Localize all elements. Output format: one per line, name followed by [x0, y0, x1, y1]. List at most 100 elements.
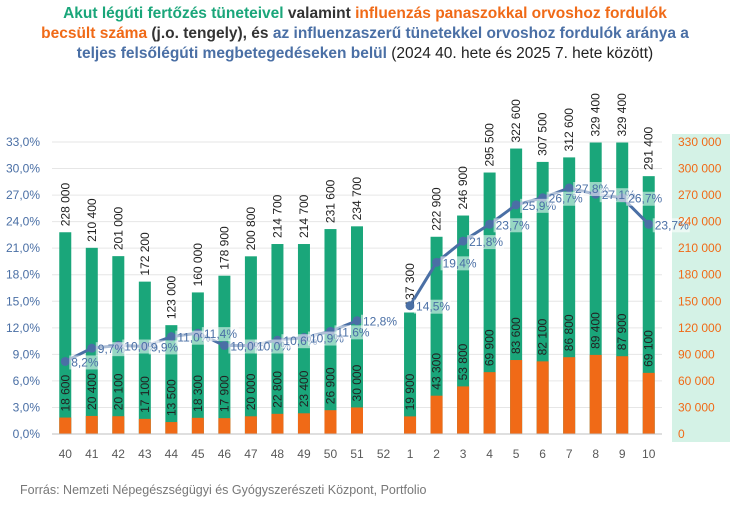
influenza-bar-label: 20 100 — [111, 373, 125, 410]
acute-bar-label: 329 400 — [589, 93, 603, 137]
axes: 0,0% 3,0% 6,0% 9,0% 12,0% 15,0% 18,0% 21,0% 24,0… — [6, 135, 722, 461]
y-right-tick-label: 90 000 — [678, 347, 715, 361]
influenza-bar — [616, 356, 629, 434]
ratio-point-label: 11,4% — [204, 327, 237, 341]
ratio-point — [432, 257, 442, 267]
acute-bar-label: 172 200 — [138, 232, 152, 276]
y-left-tick-label: 18,0% — [6, 268, 40, 282]
y-right-tick-label: 210 000 — [678, 241, 722, 255]
acute-bar-label: 329 400 — [615, 93, 629, 137]
influenza-bar — [430, 395, 443, 434]
x-tick-label: 5 — [513, 447, 520, 461]
ratio-label-backdrop — [334, 325, 372, 340]
y-right-tick-label: 120 000 — [678, 321, 722, 335]
ratio-label-backdrop — [414, 299, 452, 314]
ratio-point-label: 12,8% — [363, 315, 397, 329]
influenza-bar — [404, 416, 417, 434]
x-tick-label: 40 — [59, 447, 73, 461]
ratio-label-backdrop — [652, 218, 690, 233]
y-left-tick-label: 30,0% — [6, 162, 40, 176]
x-tick-label: 6 — [539, 447, 546, 461]
influenza-bar — [589, 354, 602, 434]
influenza-bar-label: 17 900 — [217, 375, 231, 412]
y-right-tick-label: 0 — [678, 427, 685, 441]
y-right-tick-label: 270 000 — [678, 188, 722, 202]
acute-bar — [85, 247, 98, 434]
y-left-tick-label: 24,0% — [6, 215, 40, 229]
x-tick-label: 44 — [165, 447, 179, 461]
influenza-bar-label: 13 500 — [164, 379, 178, 416]
ratio-label-backdrop — [626, 191, 664, 206]
acute-bar-label: 178 900 — [217, 226, 231, 270]
ratio-point-label: 26,7% — [628, 192, 662, 206]
influenza-bar-label: 69 100 — [642, 330, 656, 367]
acute-bar-label: 214 700 — [270, 194, 284, 238]
y-right-tick-label: 300 000 — [678, 162, 722, 176]
x-tick-label: 1 — [407, 447, 414, 461]
ratio-point — [166, 332, 176, 342]
influenza-bar — [510, 360, 523, 434]
ratio-point — [60, 356, 70, 366]
acute-bar-label: 295 500 — [483, 123, 497, 167]
ratio-label-backdrop — [69, 355, 100, 370]
influenza-bar-label: 87 900 — [615, 313, 629, 350]
ratio-point — [644, 219, 654, 229]
y-left-tick-label: 3,0% — [13, 400, 41, 414]
ratio-point-label: 9,9% — [151, 340, 179, 354]
influenza-bar — [218, 418, 231, 434]
x-tick-label: 46 — [218, 447, 232, 461]
x-tick-label: 8 — [592, 447, 599, 461]
influenza-bar-label: 69 900 — [483, 329, 497, 366]
acute-bar-label: 210 400 — [85, 198, 99, 242]
y-left-tick-label: 27,0% — [6, 188, 40, 202]
y-right-tick-label: 150 000 — [678, 294, 722, 308]
y-left-tick-label: 12,0% — [6, 321, 40, 335]
x-tick-label: 52 — [377, 447, 391, 461]
ratio-point-label: 19,4% — [443, 256, 477, 270]
ratio-point-label: 8,2% — [71, 355, 99, 369]
ratio-point-label: 23,7% — [655, 218, 689, 232]
title-part-influenza: influenzás panaszokkal orvoshoz fordulók… — [41, 5, 667, 42]
influenza-bar — [457, 386, 470, 434]
influenza-bar-label: 19 900 — [403, 373, 417, 410]
acute-bar-label: 231 600 — [323, 179, 337, 223]
influenza-bar-label: 83 600 — [509, 317, 523, 354]
y-left-tick-label: 9,0% — [13, 347, 41, 361]
y-left-tick-label: 0,0% — [13, 427, 41, 441]
influenza-bar-label: 53 800 — [456, 343, 470, 380]
acute-bar — [218, 275, 231, 434]
influenza-bar — [351, 407, 363, 434]
x-tick-label: 2 — [433, 447, 440, 461]
title-part-ratio: az influenzaszerű tünetekkel orvoshoz fo… — [76, 25, 689, 62]
y-right-tick-label: 180 000 — [678, 268, 722, 282]
y-right-tick-label: 30 000 — [678, 400, 715, 414]
influenza-bar — [271, 413, 284, 434]
ratio-point — [87, 343, 97, 353]
acute-bar-label: 160 000 — [191, 243, 205, 287]
ratio-point — [219, 341, 229, 351]
ratio-point — [352, 316, 362, 326]
ratio-label-backdrop — [440, 256, 478, 271]
influenza-bar-label: 20 400 — [85, 373, 99, 410]
y-right-tick-label: 60 000 — [678, 374, 715, 388]
ratio-label-backdrop — [95, 342, 127, 357]
acute-bar — [59, 232, 72, 434]
influenza-bar — [244, 416, 257, 434]
ratio-point-label: 23,7% — [496, 218, 530, 232]
acute-bar-label: 200 800 — [244, 207, 258, 251]
acute-bar-label: 312 600 — [562, 108, 576, 152]
influenza-bar — [191, 417, 204, 434]
ratio-point — [405, 301, 415, 311]
influenza-bar-label: 22 800 — [270, 371, 284, 408]
ratio-line-segment — [408, 260, 439, 308]
ratio-point-label: 14,5% — [416, 300, 450, 314]
x-tick-label: 49 — [297, 447, 311, 461]
ratio-point-label: 11,6% — [336, 325, 369, 339]
influenza-bar-label: 20 000 — [244, 373, 258, 410]
ratio-label-backdrop — [493, 218, 531, 233]
x-tick-label: 51 — [350, 447, 364, 461]
y-left-tick-label: 6,0% — [13, 374, 41, 388]
influenza-bar-label: 30 000 — [350, 364, 364, 401]
right-axis-background — [672, 134, 730, 442]
ratio-point — [485, 219, 495, 229]
